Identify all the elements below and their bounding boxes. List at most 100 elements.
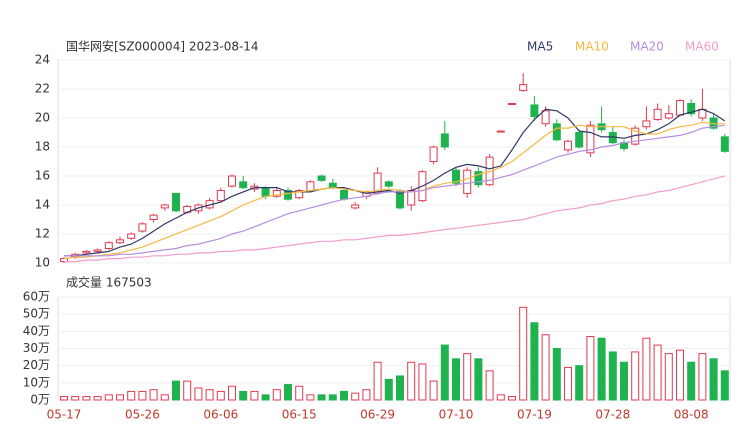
volume-bar xyxy=(564,366,572,401)
volume-bar xyxy=(631,351,640,401)
candle-body xyxy=(642,120,651,128)
volume-bar xyxy=(608,351,617,401)
volume-bar xyxy=(407,361,416,401)
volume-bar xyxy=(183,380,192,401)
volume-bar xyxy=(295,385,304,401)
volume-bar xyxy=(620,361,628,401)
volume-bar xyxy=(653,344,662,401)
y-tick-label: 18 xyxy=(35,140,50,154)
candle-body xyxy=(575,132,584,148)
candle-body xyxy=(149,214,158,220)
x-tick-label: 06-15 xyxy=(282,408,317,422)
volume-bar xyxy=(60,396,68,401)
candle-body xyxy=(463,169,472,194)
x-tick-label: 07-28 xyxy=(595,408,630,422)
volume-bar xyxy=(82,396,91,401)
volume-bar xyxy=(530,322,539,401)
volume-bar xyxy=(317,394,326,401)
x-tick-label: 06-06 xyxy=(203,408,238,422)
candle-body xyxy=(82,250,91,254)
volume-bar xyxy=(351,392,360,401)
volume-bar xyxy=(93,396,102,401)
candle-body xyxy=(664,113,673,119)
volume-bar xyxy=(575,365,584,401)
volume-bar xyxy=(261,394,270,401)
candle-body xyxy=(216,190,225,202)
volume-bar xyxy=(418,363,427,401)
volume-bar xyxy=(138,390,147,401)
volume-bar xyxy=(720,370,729,401)
candle-body xyxy=(485,156,494,186)
candle-body xyxy=(138,223,147,232)
volume-bar xyxy=(239,390,248,401)
x-tick-label: 05-26 xyxy=(125,408,160,422)
volume-bar xyxy=(463,353,472,401)
candle-body xyxy=(328,182,337,189)
candle-body xyxy=(284,190,292,200)
ma-line xyxy=(63,121,725,260)
volume-bar xyxy=(160,394,169,401)
ma-line xyxy=(64,124,725,257)
volume-bar xyxy=(373,361,382,401)
legend-entry: MA60 xyxy=(685,40,719,54)
volume-bar xyxy=(362,389,371,401)
volume-bar xyxy=(474,358,483,401)
volume-bar xyxy=(272,389,281,401)
candle-body xyxy=(474,171,483,186)
candle-body xyxy=(452,169,460,184)
legend-entry: MA5 xyxy=(527,40,553,54)
volume-bar xyxy=(172,380,180,401)
candle-body xyxy=(351,204,360,209)
volume-bar xyxy=(228,385,236,401)
volume-bar xyxy=(687,361,696,401)
candle-body xyxy=(160,204,169,209)
chart-title: 国华网安[SZ000004] 2023-08-14 xyxy=(66,39,259,54)
volume-bar xyxy=(698,353,707,401)
x-tick-label: 06-29 xyxy=(360,408,395,422)
volume-bar xyxy=(328,394,337,401)
y-tick-label: 10万 xyxy=(23,375,50,389)
price-frame xyxy=(57,59,731,264)
candle-body xyxy=(586,124,595,154)
candle-body xyxy=(687,103,696,115)
candle-body xyxy=(340,190,348,200)
x-tick-label: 07-10 xyxy=(439,408,474,422)
volume-bar xyxy=(676,349,684,401)
volume-bar xyxy=(429,380,438,401)
y-tick-label: 24 xyxy=(35,53,50,67)
volume-bar xyxy=(127,390,136,401)
y-tick-label: 0万 xyxy=(30,393,50,407)
candle-body xyxy=(228,175,236,187)
candle-body xyxy=(384,181,393,187)
candle-body xyxy=(93,249,102,252)
candle-body xyxy=(306,181,315,192)
y-tick-label: 40万 xyxy=(23,324,50,338)
y-tick-label: 50万 xyxy=(23,307,50,321)
y-tick-label: 30万 xyxy=(23,341,50,355)
candle-body xyxy=(720,136,729,152)
y-tick-label: 10 xyxy=(35,256,50,270)
volume-bar xyxy=(664,353,673,401)
legend-entry: MA10 xyxy=(575,40,609,54)
candle-body xyxy=(653,108,662,120)
volume-bar xyxy=(250,390,259,401)
volume-bar xyxy=(642,337,651,401)
candle-body xyxy=(508,103,516,105)
volume-title: 成交量 167503 xyxy=(66,275,152,290)
candle-body xyxy=(440,133,449,148)
volume-bar xyxy=(284,384,292,401)
ma-line xyxy=(64,175,725,263)
volume-bar xyxy=(396,375,404,401)
x-tick-label: 05-17 xyxy=(47,408,82,422)
y-tick-label: 20 xyxy=(35,111,50,125)
volume-bar xyxy=(205,389,214,401)
volume-bar xyxy=(586,335,595,401)
volume-bar xyxy=(116,394,124,401)
candle-body xyxy=(272,190,281,197)
volume-bar xyxy=(597,337,606,401)
candle-body xyxy=(407,190,416,206)
candle-body xyxy=(496,130,505,133)
y-tick-label: 22 xyxy=(35,82,50,96)
volume-bar xyxy=(216,390,225,401)
